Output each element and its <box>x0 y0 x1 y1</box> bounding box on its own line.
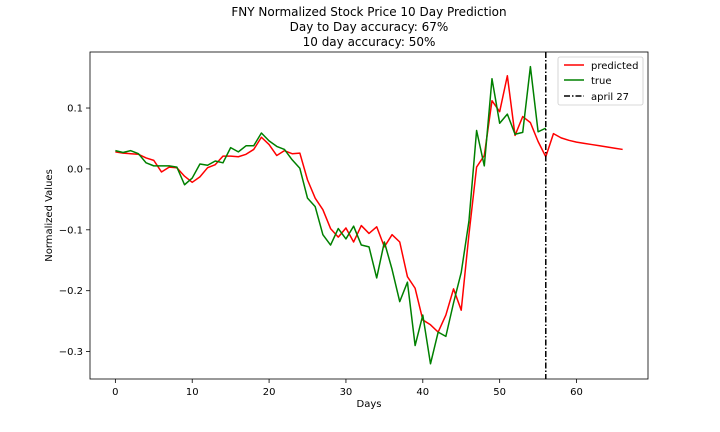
legend-label-april-27: april 27 <box>591 92 629 103</box>
x-tick-label: 0 <box>112 387 118 398</box>
x-tick-label: 30 <box>340 387 353 398</box>
y-axis: −0.3 −0.2 −0.1 0.0 0.1 <box>59 104 90 358</box>
legend: predicted true april 27 <box>557 56 644 106</box>
x-tick-label: 50 <box>493 387 506 398</box>
y-tick-label: −0.2 <box>59 286 83 297</box>
y-tick-label: −0.1 <box>59 225 83 236</box>
series-line-true <box>115 65 547 365</box>
x-tick-label: 60 <box>570 387 583 398</box>
y-tick-label: −0.3 <box>59 347 83 358</box>
title-line-3: 10 day accuracy: 50% <box>303 35 436 49</box>
x-tick-label: 20 <box>263 387 276 398</box>
x-tick-label: 40 <box>416 387 429 398</box>
legend-label-true: true <box>591 76 612 87</box>
plot-area <box>90 52 648 379</box>
title-line-2: Day to Day accuracy: 67% <box>290 20 449 34</box>
x-axis: 0 10 20 30 40 50 60 <box>112 379 583 398</box>
plot-series-group <box>115 65 623 365</box>
x-tick-label: 10 <box>186 387 199 398</box>
series-line-predicted <box>115 75 623 333</box>
x-axis-label: Days <box>357 399 382 410</box>
chart-title: FNY Normalized Stock Price 10 Day Predic… <box>231 5 506 49</box>
y-tick-label: 0.0 <box>67 164 83 175</box>
y-tick-label: 0.1 <box>67 104 83 115</box>
plot-frame <box>89 51 649 380</box>
y-axis-label: Normalized Values <box>44 169 55 262</box>
legend-label-predicted: predicted <box>591 61 638 72</box>
title-line-1: FNY Normalized Stock Price 10 Day Predic… <box>231 5 506 19</box>
legend-box <box>557 56 644 106</box>
